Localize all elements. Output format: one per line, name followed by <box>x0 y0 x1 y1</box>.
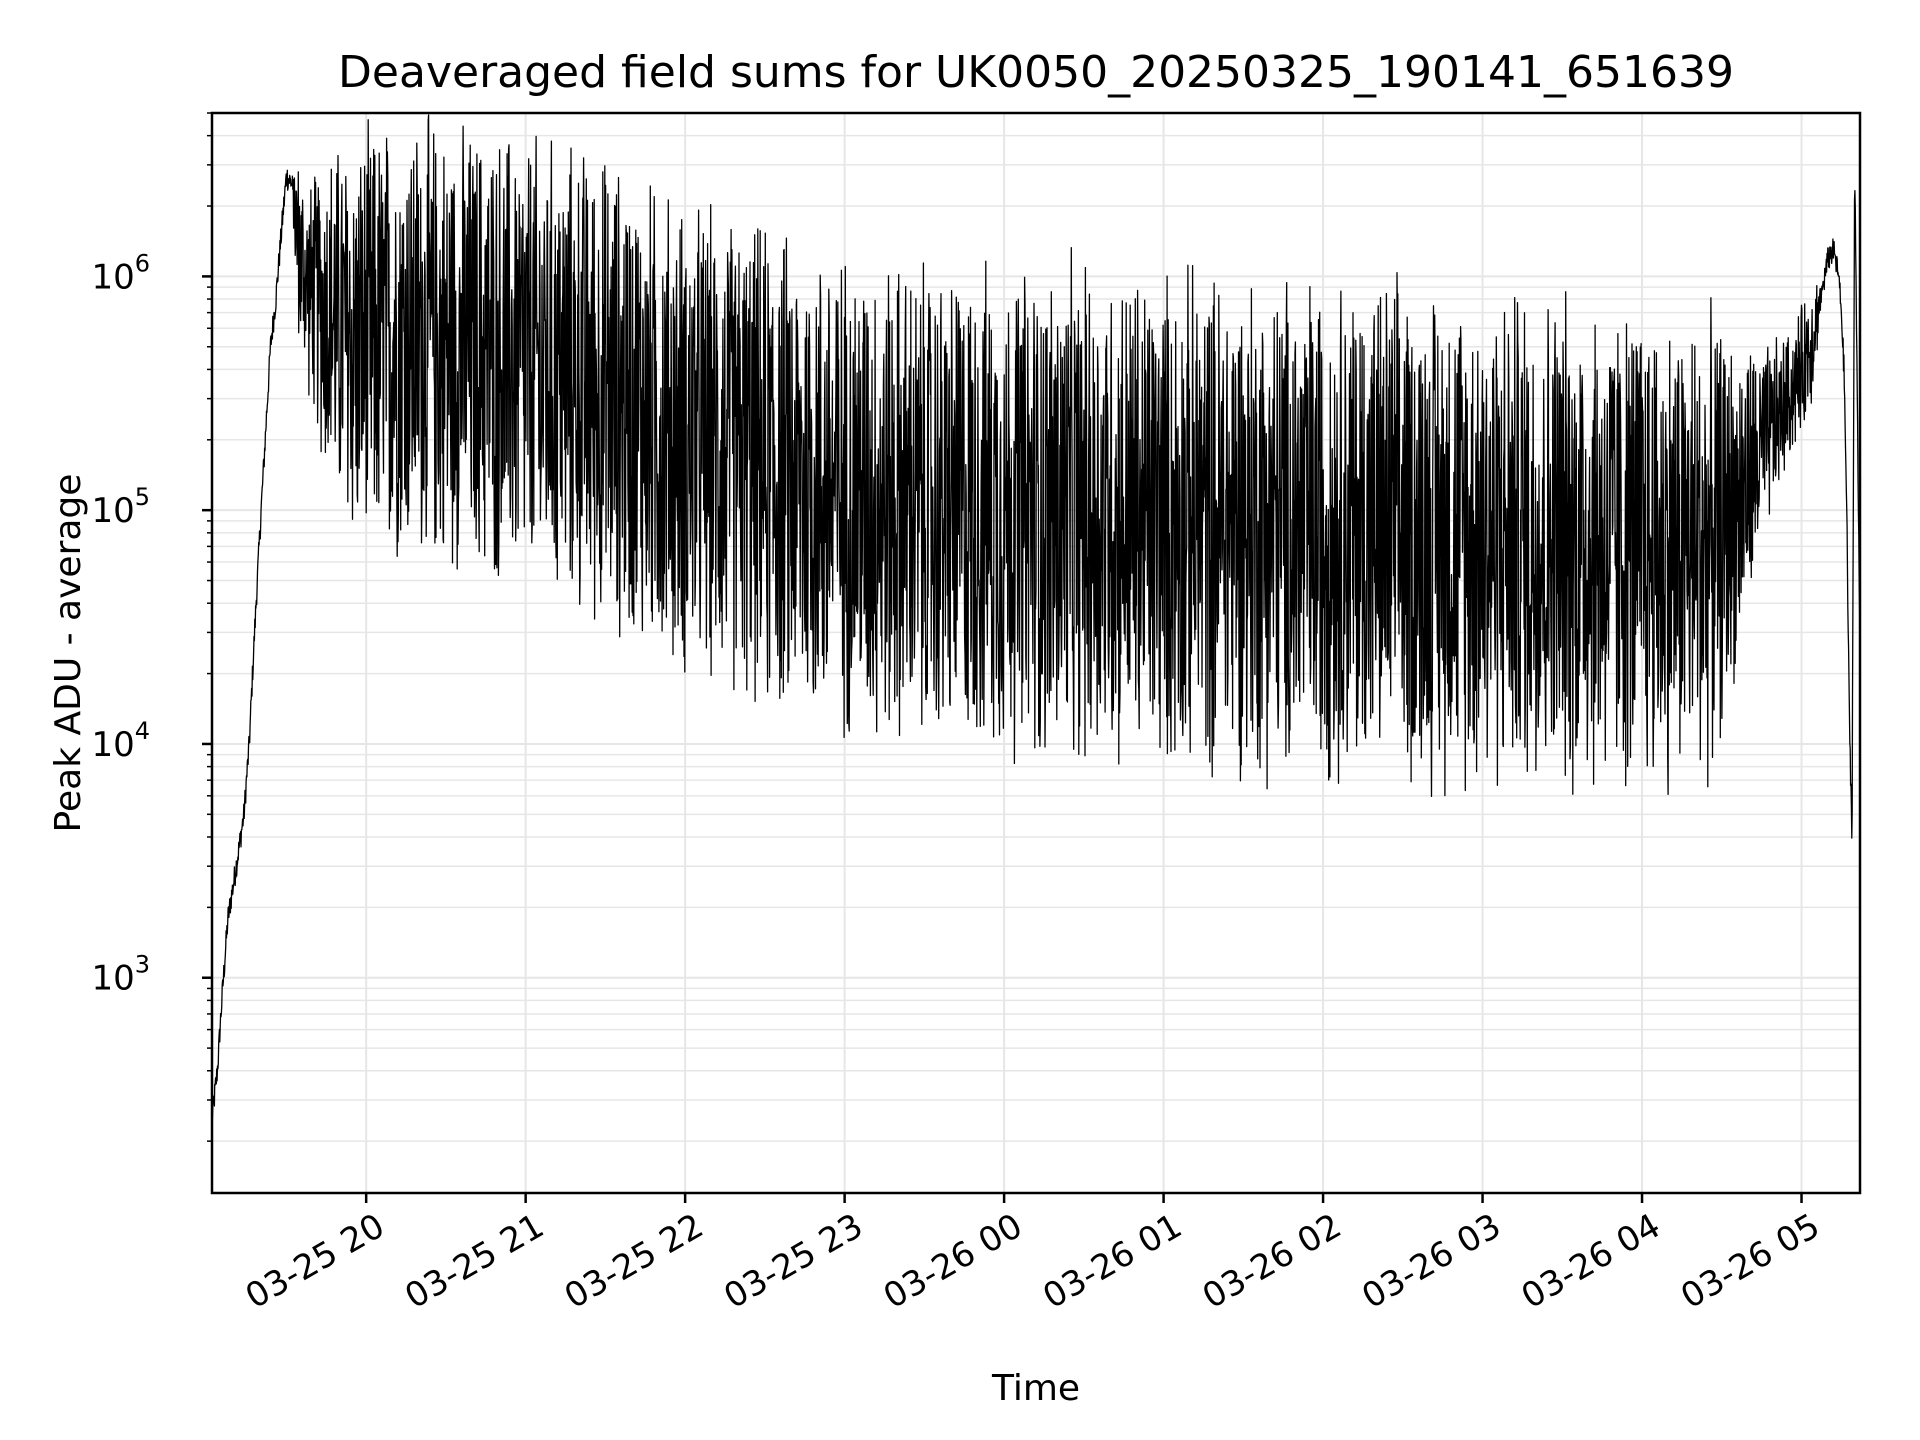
x-tick-label: 03-26 03 <box>1355 1206 1507 1317</box>
y-tick-label-base: 10 <box>91 725 134 765</box>
x-tick-label: 03-25 23 <box>717 1206 869 1317</box>
x-tick-label: 03-26 05 <box>1674 1206 1826 1317</box>
x-axis-label: Time <box>991 1368 1080 1409</box>
plot-frame <box>210 111 1862 1195</box>
y-tick-label-base: 10 <box>91 959 134 999</box>
series-layer <box>211 114 1861 1121</box>
x-tick-label: 03-26 04 <box>1515 1206 1667 1317</box>
series-line <box>211 114 1861 1121</box>
x-tick-label: 03-25 22 <box>558 1206 710 1317</box>
y-tick-label-base: 10 <box>91 257 134 297</box>
x-tick-label: 03-26 02 <box>1196 1206 1348 1317</box>
y-tick-label: 106 <box>91 249 150 297</box>
y-tick-label: 105 <box>91 483 150 531</box>
y-tick-label-base: 10 <box>91 491 134 531</box>
x-tick-label: 03-26 00 <box>877 1206 1029 1317</box>
y-tick-label-exponent: 5 <box>135 483 150 511</box>
y-tick-label-exponent: 4 <box>135 717 150 745</box>
y-tick-label: 103 <box>91 951 150 999</box>
x-tick-label: 03-26 01 <box>1036 1206 1188 1317</box>
x-tick-label: 03-25 21 <box>398 1206 550 1317</box>
y-axis-label: Peak ADU - average <box>48 474 89 833</box>
chart-title: Deaveraged field sums for UK0050_2025032… <box>338 47 1734 98</box>
y-tick-label: 104 <box>91 717 150 765</box>
x-tick-label: 03-25 20 <box>239 1206 391 1317</box>
y-tick-label-exponent: 3 <box>135 951 150 979</box>
y-tick-label-exponent: 6 <box>135 249 150 277</box>
